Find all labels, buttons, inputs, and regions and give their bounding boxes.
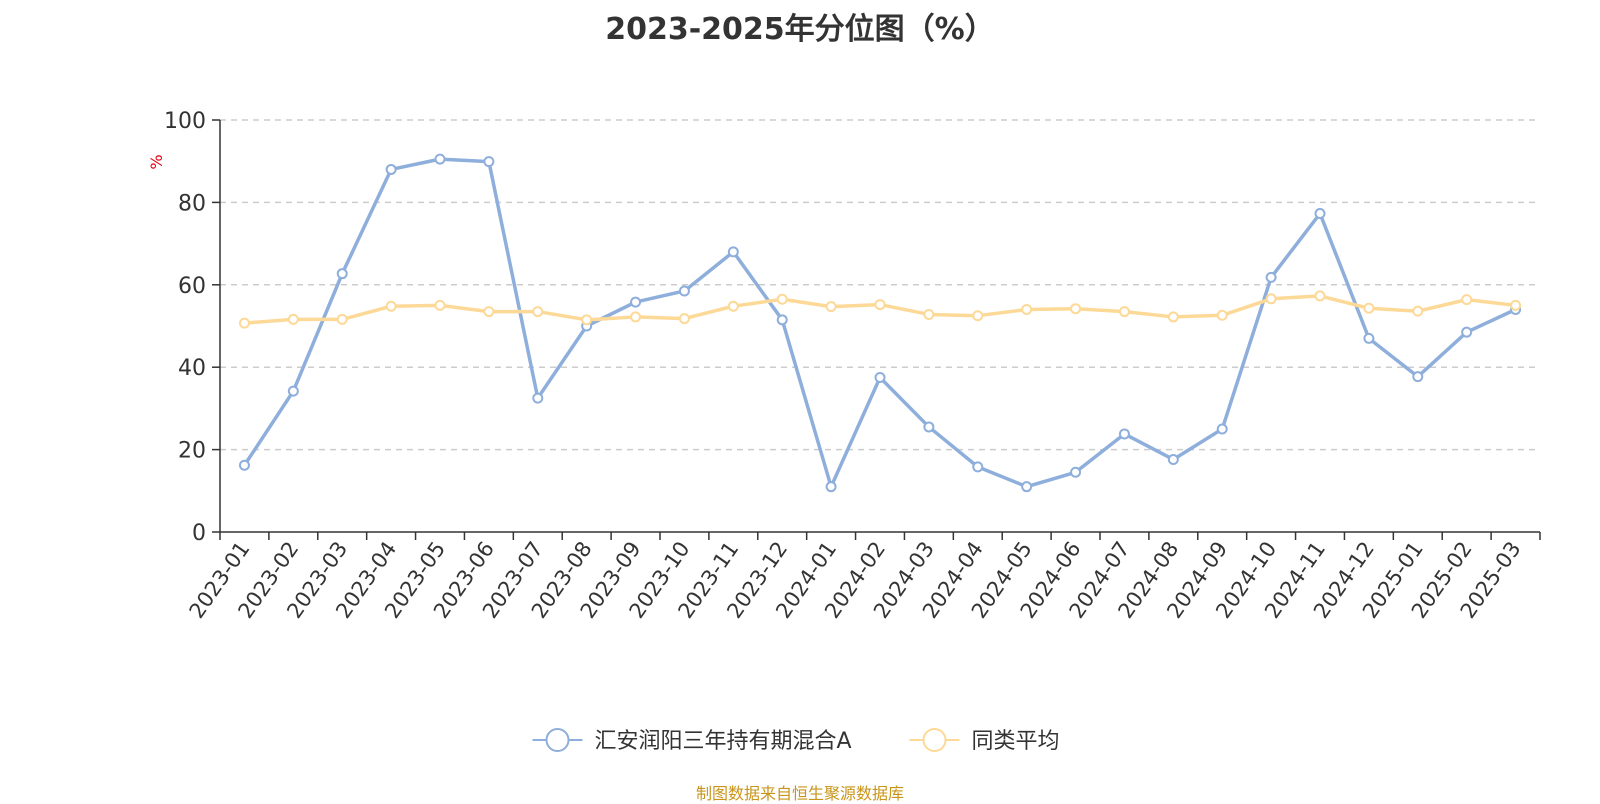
y-tick-label: 100 — [164, 109, 206, 134]
data-point — [727, 246, 739, 258]
data-point — [727, 300, 739, 312]
data-point — [1461, 326, 1473, 338]
data-point — [1265, 271, 1277, 283]
data-point — [678, 313, 690, 325]
data-point — [1314, 290, 1326, 302]
data-point — [1070, 303, 1082, 315]
data-point — [1412, 305, 1424, 317]
data-point — [1216, 423, 1228, 435]
legend-circle-icon — [545, 728, 570, 752]
data-point — [1167, 453, 1179, 465]
data-point — [532, 306, 544, 318]
series-peer-average — [238, 290, 1522, 329]
data-point — [678, 285, 690, 297]
y-axis-label: % — [147, 154, 166, 169]
data-point — [1021, 481, 1033, 493]
data-point — [385, 300, 397, 312]
data-point — [1070, 466, 1082, 478]
data-point — [1118, 428, 1130, 440]
data-point — [972, 310, 984, 322]
y-tick-label: 80 — [178, 191, 206, 216]
data-point — [1314, 208, 1326, 220]
data-point — [336, 268, 348, 280]
data-point — [287, 313, 299, 325]
data-point — [581, 314, 593, 326]
series-group — [238, 153, 1522, 493]
data-point — [1510, 299, 1522, 311]
y-tick-label: 0 — [192, 521, 206, 546]
data-point — [1167, 311, 1179, 323]
data-point — [532, 392, 544, 404]
data-point — [630, 311, 642, 323]
data-point — [483, 156, 495, 168]
data-point — [238, 459, 250, 471]
legend-item-peer-average[interactable]: 同类平均 — [909, 728, 1060, 754]
legend-label: 同类平均 — [972, 729, 1060, 754]
data-point — [972, 461, 984, 473]
data-point — [287, 385, 299, 397]
y-tick-label: 60 — [178, 274, 206, 299]
data-point — [385, 163, 397, 175]
data-point — [1265, 293, 1277, 305]
data-point — [630, 296, 642, 308]
data-point — [1412, 371, 1424, 383]
data-point — [238, 317, 250, 329]
data-point — [923, 308, 935, 320]
legend-label: 汇安润阳三年持有期混合A — [595, 729, 852, 754]
data-point — [825, 481, 837, 493]
source-note: 制图数据来自恒生聚源数据库 — [695, 784, 904, 803]
data-point — [1216, 309, 1228, 321]
data-point — [1363, 332, 1375, 344]
data-point — [776, 293, 788, 305]
data-point — [874, 372, 886, 383]
y-tick-label: 20 — [178, 439, 206, 464]
legend-circle-icon — [922, 728, 947, 752]
data-point — [1118, 306, 1130, 318]
axes: 020406080100%2023-012023-022023-032023-0… — [147, 109, 1541, 623]
series-line — [242, 157, 1517, 489]
data-point — [434, 153, 446, 165]
data-point — [483, 306, 495, 318]
data-point — [1461, 294, 1473, 306]
legend-item-fund[interactable]: 汇安润阳三年持有期混合A — [532, 728, 852, 754]
data-point — [434, 299, 446, 311]
data-point — [1021, 304, 1033, 316]
data-point — [874, 299, 886, 311]
data-point — [776, 314, 788, 326]
series-fund — [238, 153, 1522, 493]
data-point — [923, 421, 935, 433]
legend[interactable]: 汇安润阳三年持有期混合A 同类平均 — [532, 728, 1060, 754]
y-tick-label: 40 — [178, 356, 206, 381]
data-point — [1363, 302, 1375, 314]
data-point — [825, 301, 837, 313]
data-point — [336, 313, 348, 325]
grid-lines — [220, 119, 1540, 451]
chart-title: 2023-2025年分位图（%） — [605, 12, 995, 47]
